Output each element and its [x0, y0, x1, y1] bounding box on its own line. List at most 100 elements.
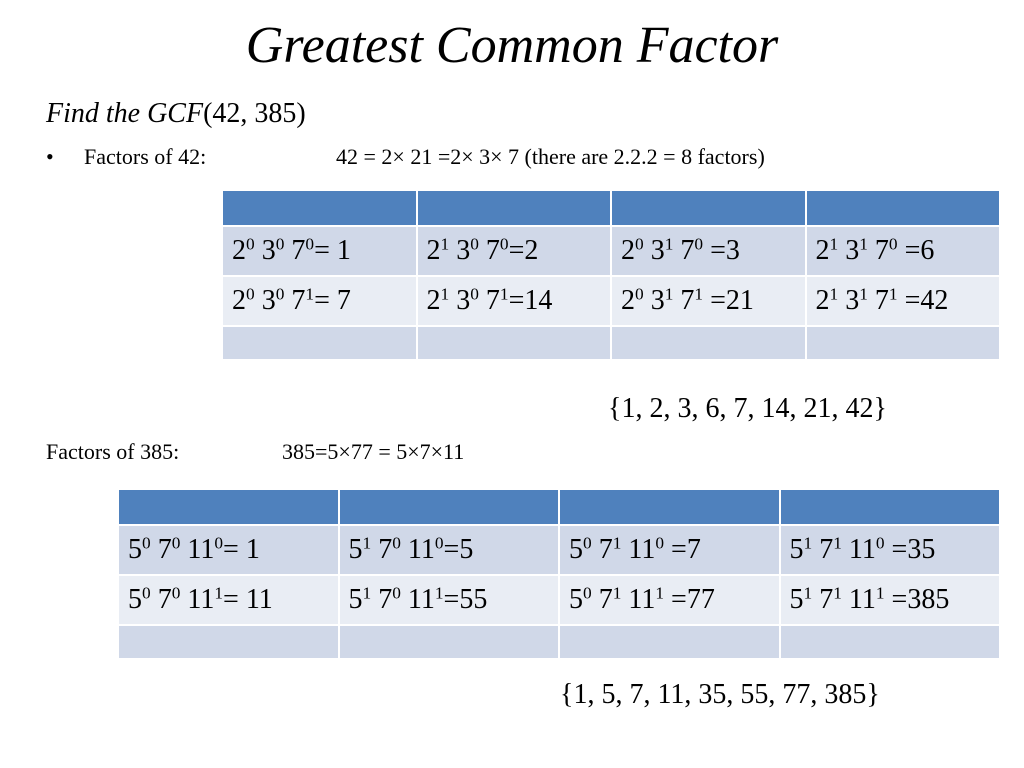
factor-result: =14: [508, 285, 553, 316]
factor-exponent: 1: [362, 533, 372, 553]
factor-exponent: 1: [829, 234, 839, 254]
table-cell: 21 30 70=2: [415, 225, 612, 277]
factors-42-line: • Factors of 42: 42 = 2× 21 =2× 3× 7 (the…: [46, 142, 765, 172]
factor-exponent: 1: [499, 284, 509, 304]
factor-exponent: 1: [612, 533, 622, 553]
factor-base: 5: [569, 534, 583, 565]
factor-exponent: 0: [694, 234, 704, 254]
factor-result: =385: [884, 584, 950, 615]
factor-base: 7: [284, 235, 306, 266]
factor-exponent: 0: [655, 533, 665, 553]
table-cell: [558, 624, 781, 660]
factor-base: 7: [150, 534, 172, 565]
factor-base: 3: [254, 235, 276, 266]
factor-exponent: 0: [171, 533, 181, 553]
bullet-icon: •: [46, 144, 54, 169]
factor-result: = 11: [223, 584, 273, 615]
factor-exponent: 1: [888, 284, 898, 304]
factor-result: =3: [703, 235, 740, 266]
table-cell: 51 71 111 =385: [778, 574, 1001, 626]
factor-table-42: 20 30 70= 1 21 30 70=2 20 31 70 =3 21 31…: [221, 189, 1001, 361]
table-cell: [117, 624, 340, 660]
factor-exponent: 1: [214, 583, 224, 603]
table-cell: 20 31 70 =3: [610, 225, 807, 277]
header-cell: [804, 189, 1001, 227]
factor-exponent: 1: [833, 533, 842, 553]
table-cell: 50 70 110= 1: [117, 524, 340, 576]
factor-base: 7: [371, 534, 393, 565]
factor-base: 2: [426, 285, 441, 316]
factor-exponent: 1: [664, 284, 674, 304]
factor-exponent: 0: [635, 234, 644, 254]
factor-result: = 1: [314, 235, 351, 266]
factor-base: 7: [478, 285, 500, 316]
factor-result: =6: [897, 235, 935, 266]
table-cell: [415, 325, 612, 361]
factor-set-385: {1, 5, 7, 11, 35, 55, 77, 385}: [560, 679, 880, 710]
factor-exponent: 0: [275, 234, 285, 254]
factor-exponent: 1: [875, 583, 885, 603]
factor-base: 5: [348, 584, 363, 615]
table-row: 20 30 71= 7 21 30 71=14 20 31 71 =21 21 …: [221, 275, 1001, 327]
factor-result: =35: [884, 534, 936, 565]
factor-base: 11: [400, 534, 435, 565]
header-cell: [558, 488, 781, 526]
table-cell: 21 30 71=14: [415, 275, 612, 327]
factor-base: 7: [812, 534, 834, 565]
factor-exponent: 0: [470, 284, 479, 304]
factor-exponent: 0: [583, 583, 592, 603]
factor-exponent: 0: [275, 284, 285, 304]
factor-exponent: 1: [803, 533, 813, 553]
factor-exponent: 1: [664, 234, 674, 254]
table-row: 50 70 110= 1 51 70 110=5 50 71 110 =7 51…: [117, 524, 1001, 576]
factor-base: 3: [838, 285, 860, 316]
factor-base: 7: [478, 235, 500, 266]
factor-exponent: 0: [888, 234, 898, 254]
header-cell: [337, 488, 560, 526]
table-cell: [778, 624, 1001, 660]
factor-exponent: 0: [583, 533, 592, 553]
factor-base: 3: [643, 235, 665, 266]
factor-result: =55: [443, 584, 488, 615]
factor-base: 5: [128, 584, 142, 615]
table-cell: 21 31 71 =42: [804, 275, 1001, 327]
factor-exponent: 0: [171, 583, 181, 603]
factor-exponent: 0: [214, 533, 224, 553]
table-header-row: [117, 488, 1001, 526]
factor-base: 2: [232, 285, 246, 316]
problem-statement: Find the GCF(42, 385): [46, 96, 306, 132]
factor-base: 11: [180, 584, 215, 615]
factor-exponent: 0: [635, 284, 644, 304]
table-row: 20 30 70= 1 21 30 70=2 20 31 70 =3 21 31…: [221, 225, 1001, 277]
factor-base: 11: [621, 584, 656, 615]
factor-base: 2: [621, 235, 635, 266]
table-row-empty: [117, 624, 1001, 660]
factor-base: 7: [673, 235, 695, 266]
factor-set-42: {1, 2, 3, 6, 7, 14, 21, 42}: [608, 393, 887, 424]
factor-exponent: 0: [142, 533, 151, 553]
table-row: 50 70 111= 11 51 70 111=55 50 71 111 =77…: [117, 574, 1001, 626]
table-cell: 20 31 71 =21: [610, 275, 807, 327]
factor-exponent: 1: [612, 583, 622, 603]
header-cell: [778, 488, 1001, 526]
factors-385-equation: 385=5×77 = 5×7×11: [282, 439, 465, 464]
factor-base: 5: [789, 534, 804, 565]
factor-base: 7: [591, 534, 613, 565]
factor-exponent: 1: [829, 284, 839, 304]
factor-exponent: 0: [875, 533, 885, 553]
factor-exponent: 0: [305, 234, 315, 254]
factor-result: = 1: [223, 534, 260, 565]
factor-exponent: 1: [803, 583, 813, 603]
table-cell: [337, 624, 560, 660]
problem-italic: Find the GCF: [46, 98, 204, 129]
factor-base: 3: [643, 285, 665, 316]
factor-base: 5: [348, 534, 363, 565]
header-cell: [610, 189, 807, 227]
factor-base: 2: [232, 235, 246, 266]
factor-exponent: 1: [305, 284, 315, 304]
factor-base: 11: [180, 534, 215, 565]
factor-result: =2: [508, 235, 539, 266]
factor-base: 7: [150, 584, 172, 615]
factor-exponent: 0: [392, 533, 401, 553]
factor-base: 7: [673, 285, 695, 316]
